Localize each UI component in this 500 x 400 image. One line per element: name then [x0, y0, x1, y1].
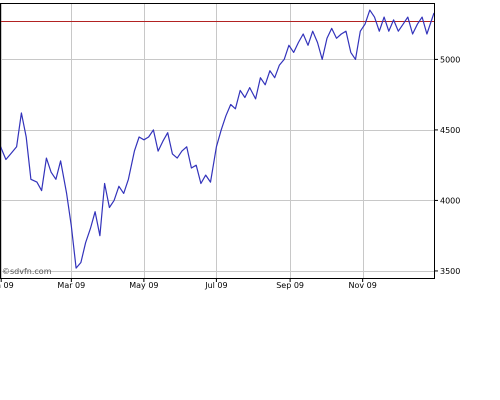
y-tick-label: 5000: [440, 55, 460, 64]
plot-frame: [0, 3, 435, 279]
x-tick-label: Jul 09: [204, 281, 227, 290]
x-tick-label: Sep 09: [276, 281, 304, 290]
x-tick-label: May 09: [129, 281, 158, 290]
x-tick-label: Nov 09: [348, 281, 376, 290]
grid-lines: [0, 3, 434, 278]
x-tick-label: Jan 09: [0, 281, 14, 290]
x-tick-labels: Jan 09 Mar 09 May 09 Jul 09 Sep 09 Nov 09: [0, 278, 377, 290]
watermark: ©sdvfn.com: [2, 267, 52, 276]
y-tick-label: 4000: [440, 196, 460, 205]
y-tick-label: 3500: [440, 267, 460, 276]
y-tick-label: 4500: [440, 126, 460, 135]
x-tick-label: Mar 09: [57, 281, 85, 290]
series-line: [0, 9, 435, 269]
y-tick-labels: 3500 4000 4500 5000: [434, 55, 460, 276]
series-group: [0, 9, 435, 269]
